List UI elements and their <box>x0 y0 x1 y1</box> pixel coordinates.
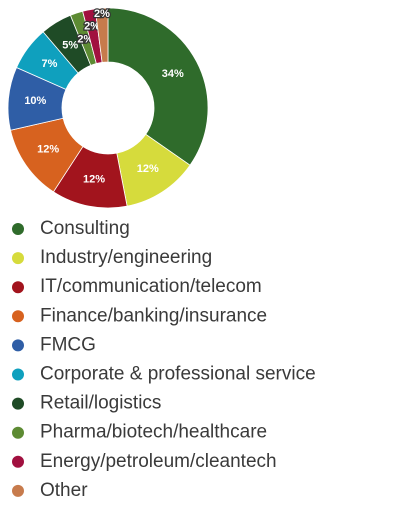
value-label: 5% <box>62 39 78 51</box>
donut-slice <box>107 7 209 166</box>
legend-marker <box>12 339 24 352</box>
legend-marker <box>12 455 24 468</box>
legend-label: Retail/logistics <box>40 393 161 414</box>
value-label: 2% <box>94 8 110 20</box>
legend-label: Industry/engineering <box>40 247 212 268</box>
value-label: 12% <box>137 163 159 175</box>
legend-marker <box>12 223 24 235</box>
legend-label: IT/communication/telecom <box>40 276 262 297</box>
legend-label: Pharma/biotech/healthcare <box>40 422 267 443</box>
legend-label: Consulting <box>40 218 130 239</box>
value-label: 10% <box>24 95 46 107</box>
legend-marker <box>12 281 24 294</box>
legend-label: Corporate & professional service <box>40 364 316 385</box>
legend-marker <box>12 426 24 439</box>
legend-marker <box>12 484 24 497</box>
legend-marker <box>12 397 24 410</box>
legend-label: Other <box>40 480 88 501</box>
legend-label: Finance/banking/insurance <box>40 305 267 326</box>
value-label: 12% <box>83 174 105 186</box>
legend-label: Energy/petroleum/cleantech <box>40 451 277 472</box>
donut-slice <box>94 7 109 63</box>
legend-marker <box>12 252 24 265</box>
value-label: 12% <box>37 144 59 156</box>
value-label: 7% <box>42 58 58 70</box>
value-label: 34% <box>162 68 184 80</box>
legend-marker <box>12 310 24 323</box>
legend-marker <box>12 368 24 381</box>
legend-label: FMCG <box>40 334 96 355</box>
